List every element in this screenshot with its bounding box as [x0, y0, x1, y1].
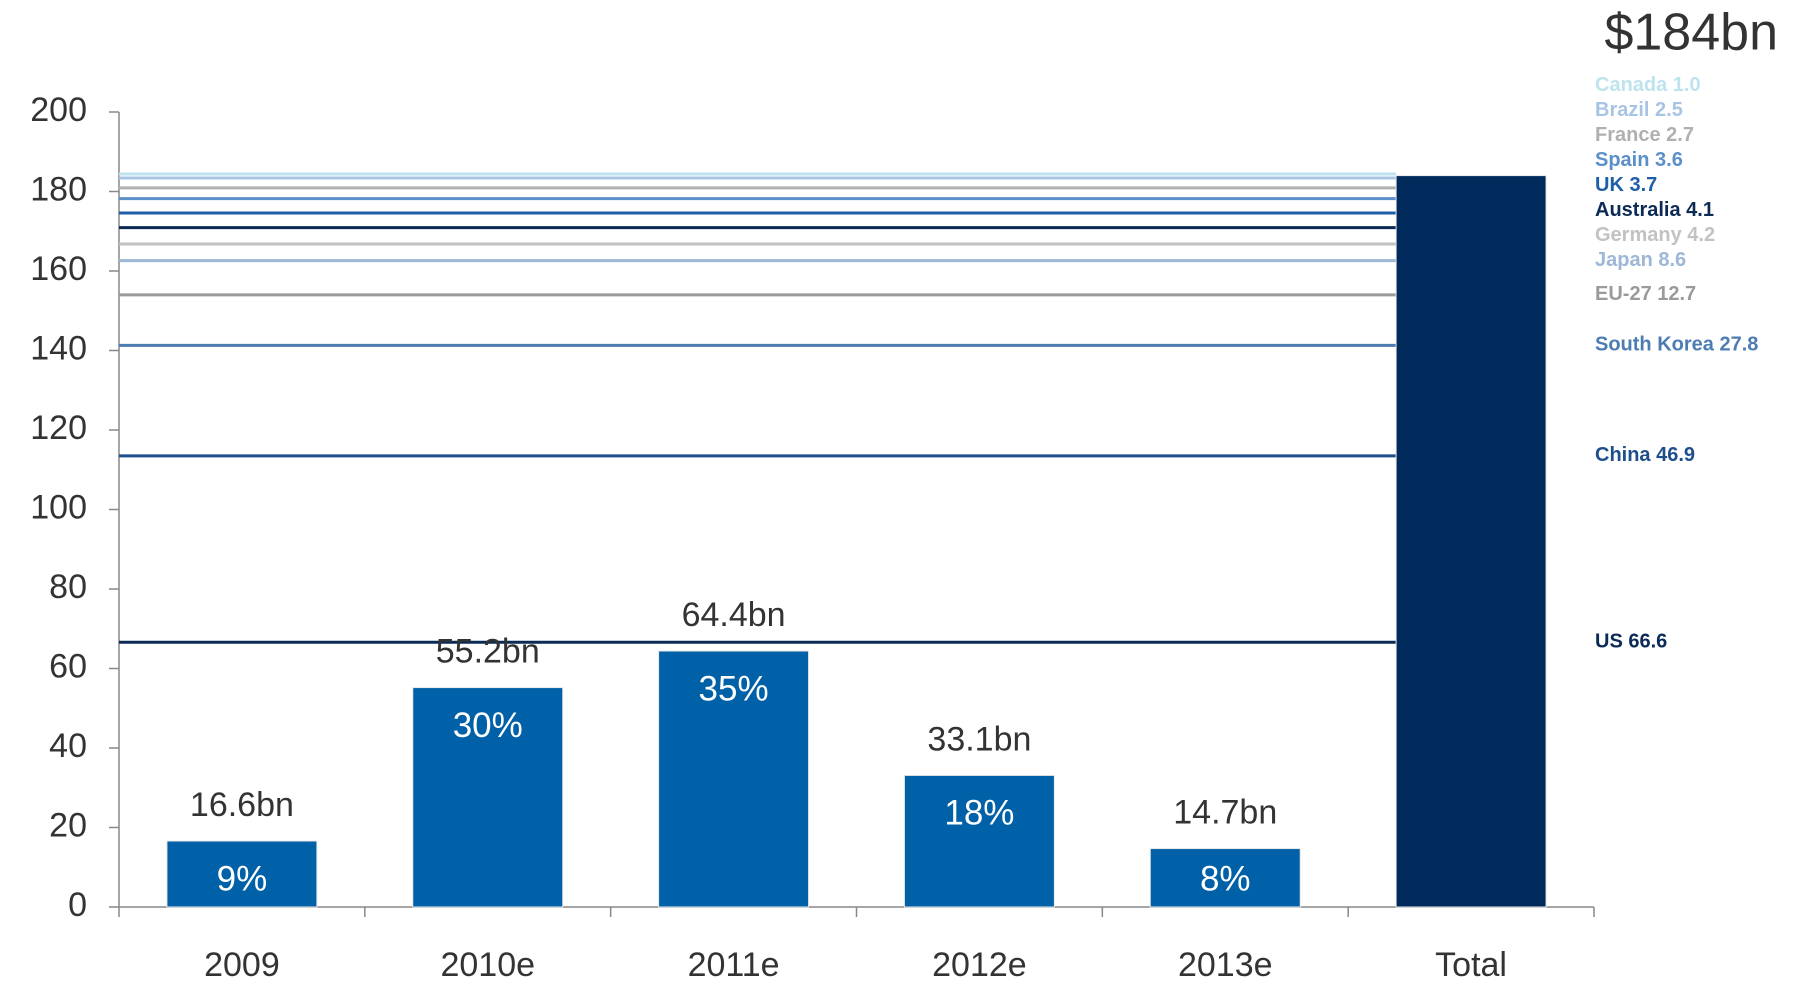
- bar: [903, 774, 1055, 908]
- x-tick-label: Total: [1435, 946, 1507, 982]
- total-label: $184bn: [1604, 4, 1778, 62]
- bar: [1395, 175, 1547, 908]
- breakdown-label: EU-27 12.7: [1595, 283, 1696, 305]
- share-label: 18%: [944, 794, 1014, 833]
- breakdown-label: Australia 4.1: [1595, 199, 1714, 221]
- share-label: 30%: [453, 706, 523, 745]
- breakdown-label: Canada 1.0: [1595, 74, 1701, 96]
- x-tick-label: 2010e: [440, 946, 535, 982]
- y-tick-label: 20: [49, 806, 87, 844]
- value-label: 64.4bn: [682, 596, 786, 634]
- x-tick-label: 2009: [204, 946, 280, 982]
- x-tick-label: 2013e: [1178, 946, 1273, 982]
- y-tick-label: 160: [30, 250, 87, 288]
- y-tick-label: 60: [49, 647, 87, 685]
- breakdown-label: Spain 3.6: [1595, 149, 1683, 171]
- y-tick-label: 80: [49, 568, 87, 606]
- bar: [412, 687, 564, 908]
- value-label: 55.2bn: [436, 633, 540, 671]
- breakdown-label: Germany 4.2: [1595, 224, 1715, 246]
- share-label: 35%: [699, 669, 769, 708]
- y-tick-label: 200: [30, 91, 87, 129]
- y-tick-label: 100: [30, 488, 87, 526]
- breakdown-label: UK 3.7: [1595, 174, 1657, 196]
- bar: [166, 840, 318, 908]
- value-label: 16.6bn: [190, 786, 294, 824]
- breakdown-label: Brazil 2.5: [1595, 99, 1683, 121]
- bar: [658, 650, 810, 908]
- y-tick-label: 120: [30, 409, 87, 447]
- y-tick-label: 40: [49, 727, 87, 765]
- y-tick-label: 180: [30, 170, 87, 208]
- y-tick-label: 140: [30, 329, 87, 367]
- breakdown-label: China 46.9: [1595, 444, 1695, 466]
- value-label: 14.7bn: [1173, 794, 1277, 832]
- x-tick-label: 2012e: [932, 946, 1027, 982]
- breakdown-label: US 66.6: [1595, 631, 1667, 653]
- bar: [1149, 848, 1301, 908]
- share-label: 9%: [217, 859, 268, 898]
- x-tick-label: 2011e: [688, 946, 780, 982]
- breakdown-label: Japan 8.6: [1595, 249, 1686, 271]
- breakdown-label: France 2.7: [1595, 124, 1694, 146]
- value-label: 33.1bn: [927, 720, 1031, 758]
- breakdown-label: South Korea 27.8: [1595, 334, 1758, 356]
- y-tick-label: 0: [68, 886, 87, 924]
- share-label: 8%: [1200, 859, 1251, 898]
